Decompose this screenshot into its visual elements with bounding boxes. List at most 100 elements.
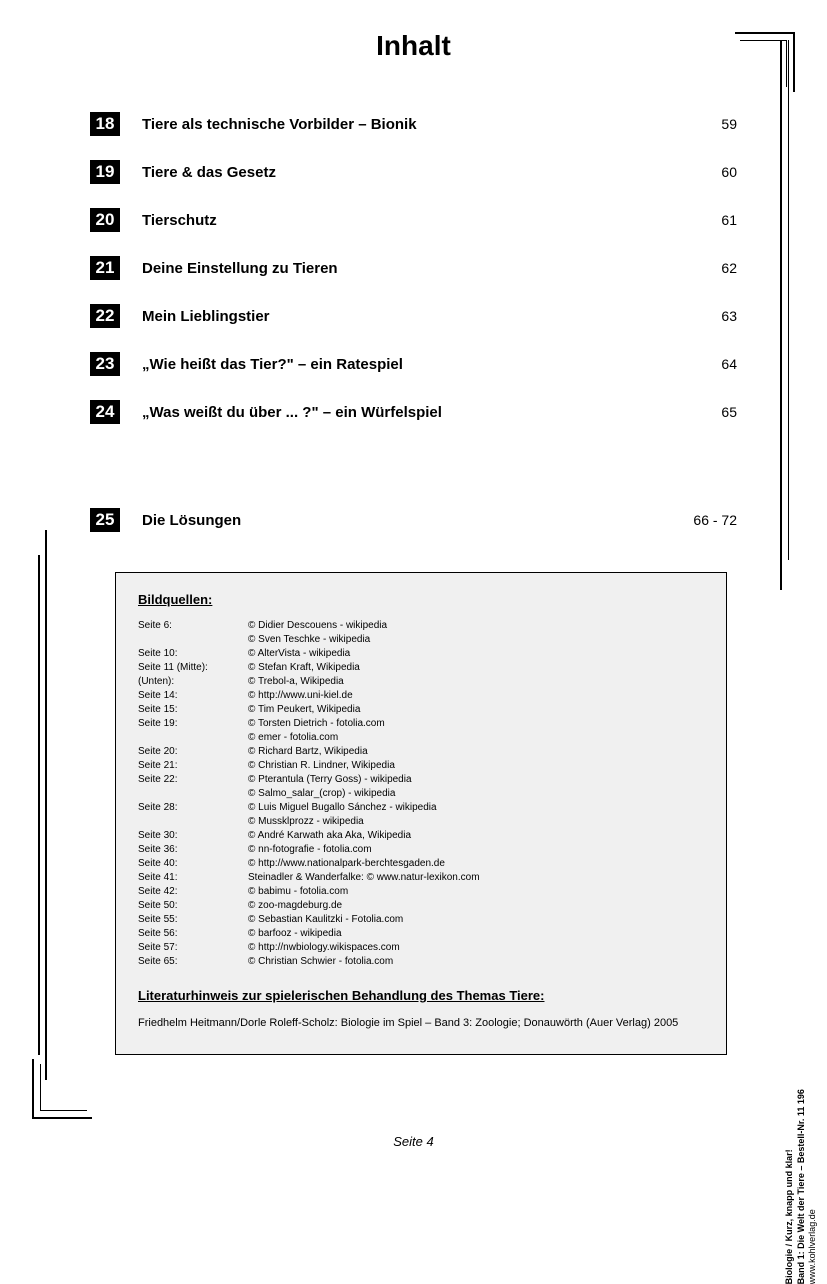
source-page-label: Seite 21: <box>138 759 248 773</box>
source-credit: © nn-fotografie - fotolia.com <box>248 843 704 857</box>
source-credit: © emer - fotolia.com <box>248 731 704 745</box>
source-credit: © Torsten Dietrich - fotolia.com <box>248 717 704 731</box>
source-row: Seite 21:© Christian R. Lindner, Wikiped… <box>138 759 704 773</box>
sources-heading: Bildquellen: <box>138 591 704 609</box>
toc-entry-title: Tiere als technische Vorbilder – Bionik <box>142 116 677 133</box>
source-credit: © Mussklprozz - wikipedia <box>248 815 704 829</box>
source-page-label: Seite 19: <box>138 717 248 731</box>
side-line2: Band 1: Die Welt der Tiere – Bestell-Nr.… <box>796 1089 806 1284</box>
source-page-label: Seite 10: <box>138 647 248 661</box>
source-row: Seite 50:© zoo-magdeburg.de <box>138 899 704 913</box>
source-row: © Sven Teschke - wikipedia <box>138 633 704 647</box>
toc-number-badge: 25 <box>90 508 120 532</box>
source-credit: © barfooz - wikipedia <box>248 927 704 941</box>
toc-number-badge: 24 <box>90 400 120 424</box>
toc-gap <box>90 448 737 508</box>
source-row: Seite 15:© Tim Peukert, Wikipedia <box>138 703 704 717</box>
source-page-label: Seite 57: <box>138 941 248 955</box>
source-page-label: Seite 40: <box>138 857 248 871</box>
toc-entry-page: 64 <box>677 356 737 372</box>
source-credit: © Trebol-a, Wikipedia <box>248 675 704 689</box>
source-row: Seite 56:© barfooz - wikipedia <box>138 927 704 941</box>
source-row: Seite 42:© babimu - fotolia.com <box>138 885 704 899</box>
source-row: © Salmo_salar_(crop) - wikipedia <box>138 787 704 801</box>
source-row: Seite 40:© http://www.nationalpark-berch… <box>138 857 704 871</box>
source-credit: © babimu - fotolia.com <box>248 885 704 899</box>
source-page-label: Seite 36: <box>138 843 248 857</box>
page-number: Seite 4 <box>0 1134 827 1149</box>
toc-entry-title: Deine Einstellung zu Tieren <box>142 260 677 277</box>
source-credit: © Christian R. Lindner, Wikipedia <box>248 759 704 773</box>
source-page-label: Seite 22: <box>138 773 248 787</box>
document-page: Inhalt 18Tiere als technische Vorbilder … <box>0 0 827 1169</box>
toc-row: 25Die Lösungen66 - 72 <box>90 508 737 532</box>
toc-row: 20Tierschutz61 <box>90 208 737 232</box>
toc-entry-page: 62 <box>677 260 737 276</box>
toc-entry-title: Die Lösungen <box>142 512 677 529</box>
source-credit: © Didier Descouens - wikipedia <box>248 619 704 633</box>
toc-row: 19 Tiere & das Gesetz60 <box>90 160 737 184</box>
source-row: Seite 10:© AlterVista - wikipedia <box>138 647 704 661</box>
source-page-label: Seite 55: <box>138 913 248 927</box>
toc-number-badge: 20 <box>90 208 120 232</box>
source-page-label: Seite 50: <box>138 899 248 913</box>
toc-entry-title: „Wie heißt das Tier?" – ein Ratespiel <box>142 356 677 373</box>
source-row: Seite 57:© http://nwbiology.wikispaces.c… <box>138 941 704 955</box>
source-credit: © http://nwbiology.wikispaces.com <box>248 941 704 955</box>
source-credit: © Salmo_salar_(crop) - wikipedia <box>248 787 704 801</box>
source-page-label: Seite 6: <box>138 619 248 633</box>
source-page-label: Seite 65: <box>138 955 248 969</box>
source-page-label: (Unten): <box>138 675 248 689</box>
decoration-line-left <box>45 530 47 1080</box>
source-row: Seite 65:© Christian Schwier - fotolia.c… <box>138 955 704 969</box>
source-row: Seite 14:© http://www.uni-kiel.de <box>138 689 704 703</box>
source-credit: © http://www.uni-kiel.de <box>248 689 704 703</box>
source-page-label: Seite 30: <box>138 829 248 843</box>
toc-number-badge: 18 <box>90 112 120 136</box>
toc-row: 23 „Wie heißt das Tier?" – ein Ratespiel6… <box>90 352 737 376</box>
toc-entry-page: 60 <box>677 164 737 180</box>
source-credit: © zoo-magdeburg.de <box>248 899 704 913</box>
toc-row: 21 Deine Einstellung zu Tieren62 <box>90 256 737 280</box>
source-row: (Unten):© Trebol-a, Wikipedia <box>138 675 704 689</box>
source-row: Seite 11 (Mitte):© Stefan Kraft, Wikiped… <box>138 661 704 675</box>
side-publisher-info: Biologie / Kurz, knapp und klar! Band 1:… <box>784 1089 819 1284</box>
toc-number-badge: 19 <box>90 160 120 184</box>
source-row: Seite 30:© André Karwath aka Aka, Wikipe… <box>138 829 704 843</box>
source-credit: © Richard Bartz, Wikipedia <box>248 745 704 759</box>
source-page-label <box>138 633 248 647</box>
source-credit: © Sven Teschke - wikipedia <box>248 633 704 647</box>
toc-entry-page: 61 <box>677 212 737 228</box>
source-row: Seite 6:© Didier Descouens - wikipedia <box>138 619 704 633</box>
toc-entry-title: „Was weißt du über ... ?" – ein Würfelsp… <box>142 404 677 421</box>
source-credit: © http://www.nationalpark-berchtesgaden.… <box>248 857 704 871</box>
toc-entry-title: Tiere & das Gesetz <box>142 164 677 181</box>
toc-row: 24 „Was weißt du über ... ?" – ein Würfel… <box>90 400 737 424</box>
source-credit: © Pterantula (Terry Goss) - wikipedia <box>248 773 704 787</box>
corner-decoration-top-right <box>735 32 795 92</box>
toc-row: 22Mein Lieblingstier63 <box>90 304 737 328</box>
toc-number-badge: 23 <box>90 352 120 376</box>
corner-decoration-bottom-left <box>32 1059 92 1119</box>
toc-entry-page: 65 <box>677 404 737 420</box>
source-page-label: Seite 20: <box>138 745 248 759</box>
source-credit: © Christian Schwier - fotolia.com <box>248 955 704 969</box>
source-credit: © Luis Miguel Bugallo Sánchez - wikipedi… <box>248 801 704 815</box>
decoration-line-right <box>780 40 782 590</box>
source-page-label: Seite 56: <box>138 927 248 941</box>
toc-row: 18 Tiere als technische Vorbilder – Bioni… <box>90 112 737 136</box>
source-row: Seite 19:© Torsten Dietrich - fotolia.co… <box>138 717 704 731</box>
sources-box: Bildquellen: Seite 6:© Didier Descouens … <box>115 572 727 1055</box>
source-page-label: Seite 11 (Mitte): <box>138 661 248 675</box>
decoration-line-right-inner <box>788 40 790 560</box>
source-page-label: Seite 15: <box>138 703 248 717</box>
table-of-contents: 18 Tiere als technische Vorbilder – Bioni… <box>90 112 737 532</box>
source-page-label <box>138 731 248 745</box>
source-page-label <box>138 815 248 829</box>
side-url: www.kohlverlag.de <box>807 1209 817 1284</box>
source-page-label: Seite 41: <box>138 871 248 885</box>
source-credit: © Stefan Kraft, Wikipedia <box>248 661 704 675</box>
toc-number-badge: 21 <box>90 256 120 280</box>
toc-entry-page: 63 <box>677 308 737 324</box>
source-row: © Mussklprozz - wikipedia <box>138 815 704 829</box>
